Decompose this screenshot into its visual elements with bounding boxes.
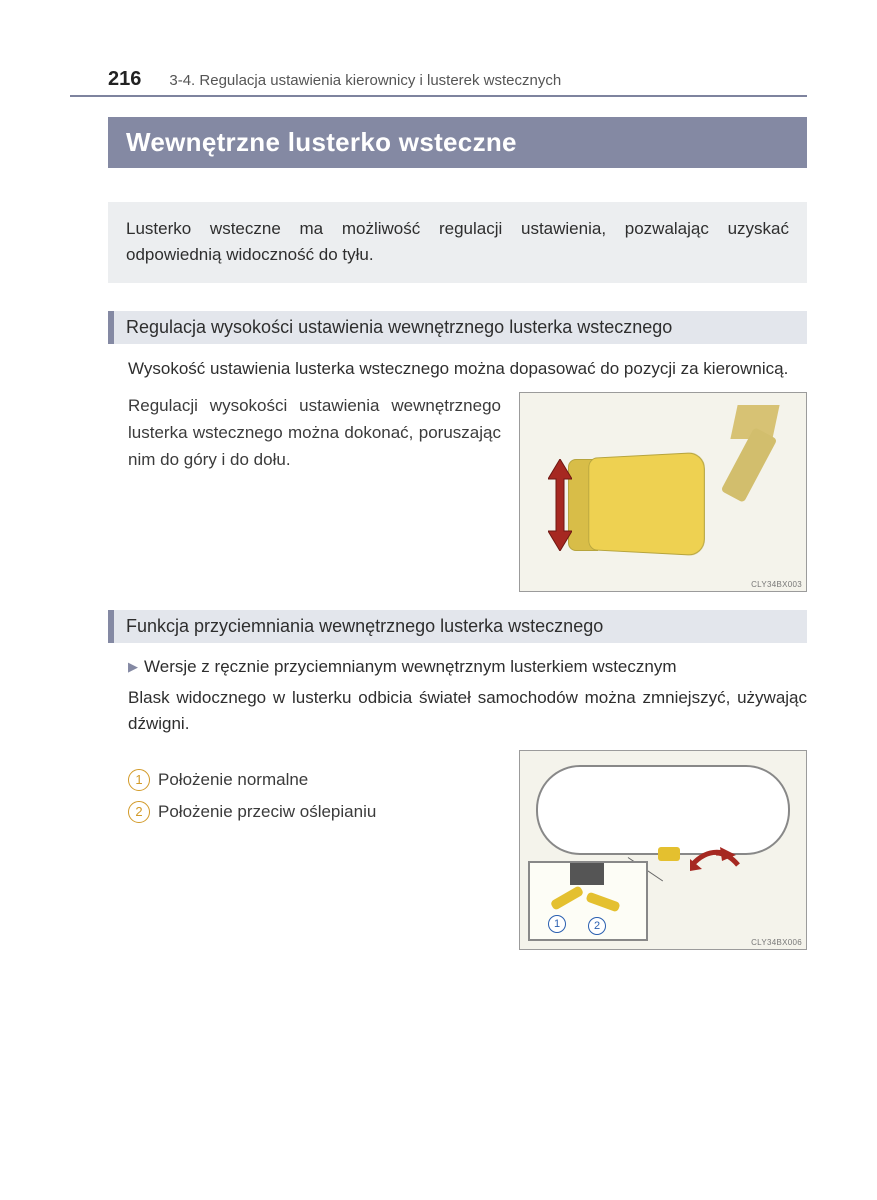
figure-dimming-lever: 1 2 CLY34BX006 [519,750,807,950]
up-down-arrow-icon [548,459,572,551]
figure-inset: 1 2 [528,861,648,941]
figure-code: CLY34BX003 [751,580,802,589]
section-heading-height: Regulacja wysokości ustawienia wewnętrzn… [108,311,807,344]
mirror-lever-icon [658,847,680,861]
inset-number-2: 2 [588,917,606,935]
page: 216 3-4. Regulacja ustawienia kierownicy… [0,0,877,1200]
list-label: Położenie normalne [158,764,308,796]
figure-height-adjust: CLY34BX003 [519,392,807,592]
list-item: 1 Położenie normalne [128,764,501,796]
main-heading: Wewnętrzne lusterko wsteczne [108,117,807,168]
dimming-paragraph: Blask widocznego w lusterku odbicia świa… [108,685,807,738]
number-badge-1: 1 [128,769,150,791]
height-side-paragraph: Regulacji wysokości ustawienia wewnętrzn… [128,392,501,474]
figure-code: CLY34BX006 [751,938,802,947]
dimming-list: 1 Położenie normalne 2 Położenie przeciw… [128,750,501,829]
inset-base-icon [570,863,604,885]
mirror-outline-icon [536,765,790,855]
inset-number-1: 1 [548,915,566,933]
page-header: 216 3-4. Regulacja ustawienia kierownicy… [70,68,807,97]
inset-lever-1-icon [550,885,584,911]
mirror-arm-icon [721,427,778,503]
height-top-paragraph: Wysokość ustawienia lusterka wstecznego … [108,356,807,382]
version-text: Wersje z ręcznie przyciemnianym wewnętrz… [144,657,677,677]
list-item: 2 Położenie przeciw oślepianiu [128,796,501,828]
triangle-bullet-icon: ▶ [128,659,138,675]
mirror-body-icon [588,452,704,557]
inset-lever-2-icon [585,891,620,912]
intro-box: Lusterko wsteczne ma możliwość regulacji… [108,202,807,283]
list-label: Położenie przeciw oślepianiu [158,796,376,828]
chapter-label: 3-4. Regulacja ustawienia kierownicy i l… [169,72,561,89]
section-heading-dimming: Funkcja przyciemniania wewnętrznego lust… [108,610,807,643]
dimming-row: 1 Położenie normalne 2 Położenie przeciw… [108,750,807,950]
number-badge-2: 2 [128,801,150,823]
height-row: Regulacji wysokości ustawienia wewnętrzn… [108,392,807,592]
page-number: 216 [108,68,141,91]
swing-arrow-icon [688,845,742,871]
version-line: ▶ Wersje z ręcznie przyciemnianym wewnęt… [108,657,807,677]
